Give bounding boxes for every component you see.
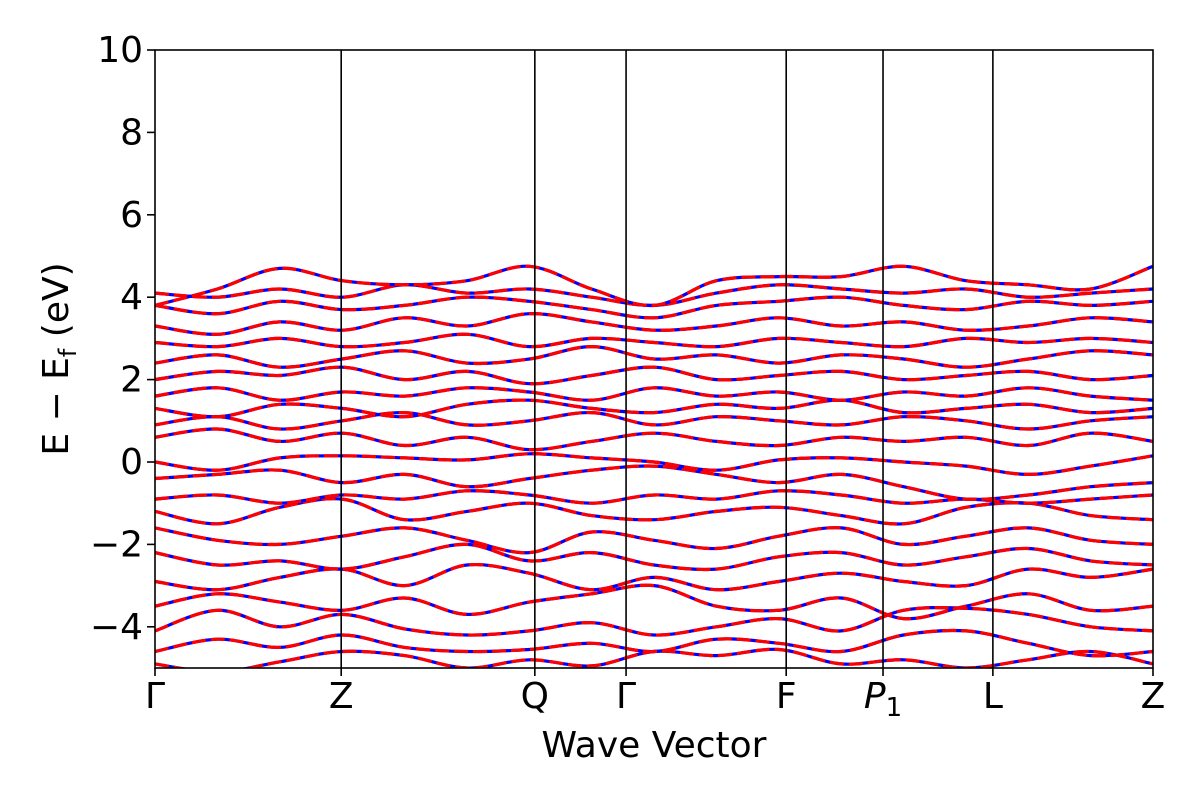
x-tick-label: Γ: [616, 676, 636, 717]
x-tick-label: F: [776, 676, 797, 717]
band-spin-up-15: [155, 365, 1153, 386]
x-tick-label: P1: [864, 676, 902, 723]
x-axis: Γ Z Q Γ F P1 L Z: [145, 668, 1165, 723]
band-spin-down-6: [155, 526, 1153, 555]
y-axis-label-subscript: f: [54, 348, 82, 357]
y-tick-label: 10: [97, 30, 143, 71]
y-axis-label: E − Ef (eV): [36, 262, 82, 455]
band-spin-down-5: [155, 542, 1153, 572]
band-spin-up-10: [155, 452, 1153, 477]
x-tick-label: Q: [521, 676, 549, 717]
band-spin-down-21: [155, 264, 1153, 308]
x-axis-label: Wave Vector: [542, 725, 767, 766]
high-symmetry-lines: [340, 50, 994, 668]
plot-frame: [154, 49, 1154, 669]
band-spin-down-17: [155, 332, 1153, 349]
y-axis-label-unit: (eV): [36, 262, 77, 348]
y-axis: −4 −2 0 2 4 6 8 10: [90, 30, 155, 648]
band-spin-down-7: [155, 497, 1153, 526]
band-spin-up-17: [155, 332, 1153, 349]
x-tick-label: Γ: [145, 676, 165, 717]
band-spin-down-3: [155, 583, 1153, 621]
band-spin-down-1: [155, 628, 1153, 658]
band-spin-down-10: [155, 452, 1153, 477]
band-spin-up-3: [155, 583, 1153, 621]
band-spin-down-19: [155, 295, 1153, 320]
y-tick-label: −2: [90, 524, 143, 565]
y-tick-label: 0: [120, 442, 143, 483]
y-tick-label: −4: [90, 607, 143, 648]
band-spin-down-12: [155, 410, 1153, 431]
y-axis-label-main: E − E: [36, 357, 77, 456]
x-tick-label: Z: [329, 676, 354, 717]
band-spin-down-8: [155, 489, 1153, 505]
y-tick-label: 6: [120, 195, 143, 236]
band-spin-down-11: [155, 427, 1153, 452]
band-spin-up-19: [155, 295, 1153, 320]
band-spin-up-13: [155, 398, 1153, 419]
y-tick-label: 4: [120, 277, 143, 318]
y-tick-label: 2: [120, 360, 143, 401]
band-spin-up-5: [155, 542, 1153, 572]
band-spin-down-16: [155, 344, 1153, 369]
band-spin-down-13: [155, 398, 1153, 419]
x-tick-label: L: [983, 676, 1003, 717]
band-spin-down-9: [155, 464, 1153, 502]
band-spin-down-15: [155, 365, 1153, 386]
x-tick-label: Z: [1141, 676, 1166, 717]
y-tick-label: 8: [120, 112, 143, 153]
bands-layer: [155, 264, 1153, 668]
band-spin-down-18: [155, 312, 1153, 336]
band-spin-down-14: [155, 386, 1153, 402]
band-spin-down-2: [155, 606, 1153, 637]
